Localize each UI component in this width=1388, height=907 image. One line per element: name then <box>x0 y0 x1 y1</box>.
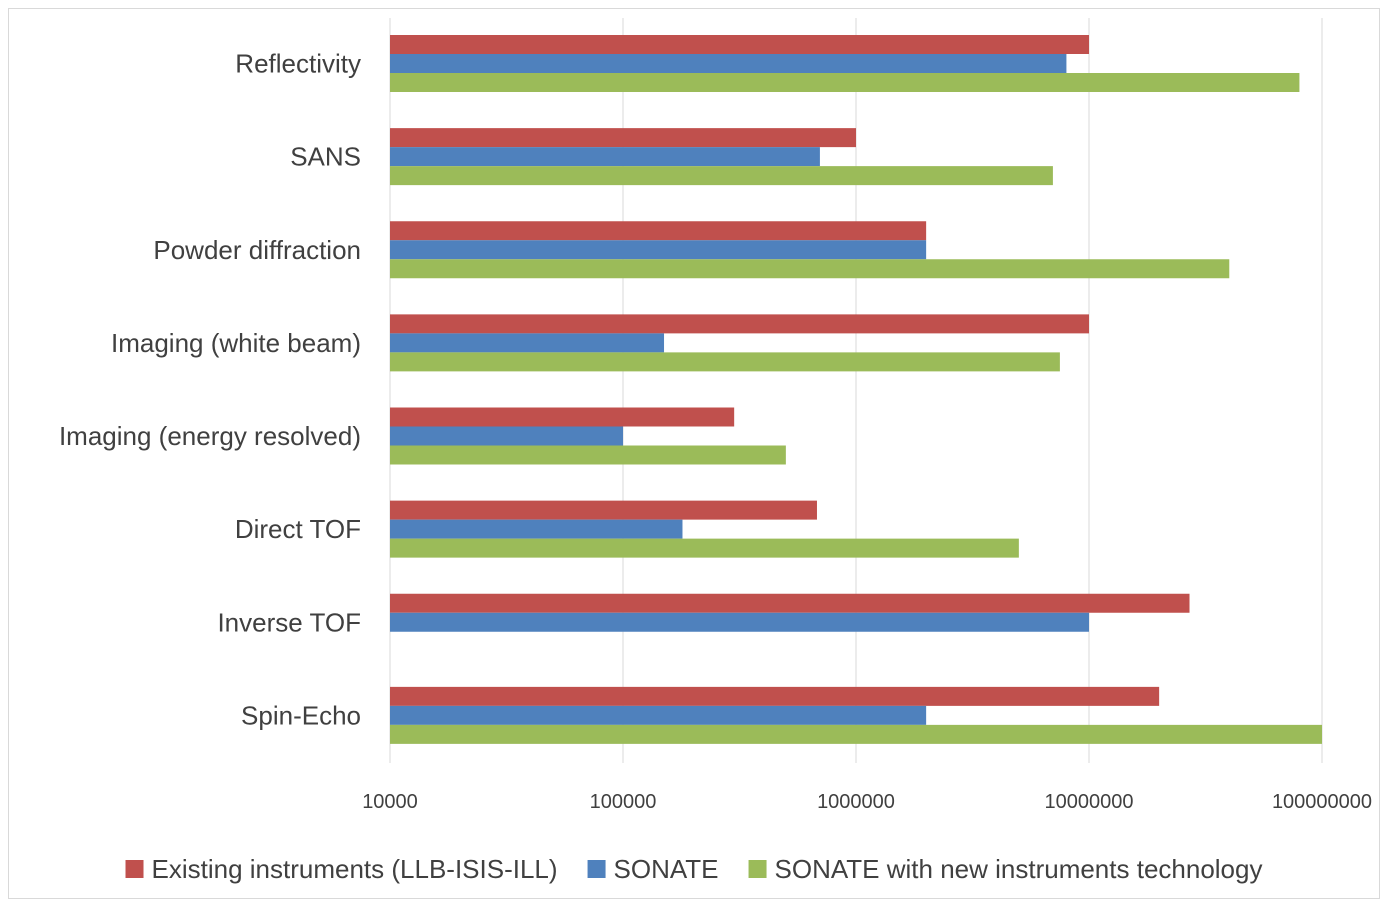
bar-existing <box>390 35 1089 54</box>
legend-item[interactable]: SONATE with new instruments technology <box>748 854 1263 884</box>
legend-label: SONATE <box>614 854 719 884</box>
bar-existing <box>390 500 817 520</box>
legend-swatch <box>125 860 144 878</box>
bar-sonate-new-tech <box>390 445 786 465</box>
bar-existing <box>390 314 1089 334</box>
bar-sonate <box>390 240 927 260</box>
bar-sonate <box>390 333 665 353</box>
x-tick-label: 100000 <box>590 791 657 813</box>
legend-label: Existing instruments (LLB-ISIS-ILL) <box>152 854 558 884</box>
category-label: Powder diffraction <box>153 235 361 265</box>
category-label: Direct TOF <box>235 514 361 544</box>
bar-sonate-new-tech <box>390 166 1053 186</box>
bar-sonate-new-tech <box>390 73 1300 92</box>
category-labels: Reflectivity SANS Powder diffraction Imagin… <box>59 49 361 731</box>
legend[interactable]: Existing instruments (LLB-ISIS-ILL) SONAT… <box>125 854 1263 884</box>
bar-existing <box>390 128 856 148</box>
category-label: Inverse TOF <box>217 607 361 637</box>
bar-sonate <box>390 519 683 539</box>
bar-sonate-new-tech <box>390 724 1322 744</box>
category-label: Spin-Echo <box>241 700 361 730</box>
bar-existing <box>390 593 1190 613</box>
bar-existing <box>390 407 735 427</box>
bar-sonate-new-tech <box>390 259 1230 279</box>
legend-item[interactable]: SONATE <box>587 854 719 884</box>
bar-existing <box>390 686 1160 706</box>
legend-label: SONATE with new instruments technology <box>775 854 1263 884</box>
category-label: Imaging (energy resolved) <box>59 421 361 451</box>
category-label: SANS <box>290 142 361 172</box>
category-label: Imaging (white beam) <box>111 328 361 358</box>
x-tick-label: 1000000 <box>817 791 895 813</box>
legend-swatch <box>748 860 767 878</box>
bar-sonate <box>390 426 623 446</box>
legend-item[interactable]: Existing instruments (LLB-ISIS-ILL) <box>125 854 558 884</box>
bar-sonate <box>390 705 927 725</box>
bars <box>390 35 1322 744</box>
bar-sonate <box>390 54 1067 73</box>
x-axis-tick-labels: 10000 100000 1000000 10000000 100000000 <box>362 791 1372 813</box>
bar-sonate <box>390 147 820 167</box>
bar-sonate <box>390 612 1089 632</box>
bar-sonate-new-tech <box>390 538 1019 558</box>
x-tick-label: 100000000 <box>1272 791 1372 813</box>
bar-sonate-new-tech <box>390 352 1060 372</box>
category-label: Reflectivity <box>235 49 361 79</box>
bar-existing <box>390 221 927 241</box>
x-tick-label: 10000000 <box>1045 791 1134 813</box>
legend-swatch <box>587 860 606 878</box>
x-tick-label: 10000 <box>362 791 418 813</box>
